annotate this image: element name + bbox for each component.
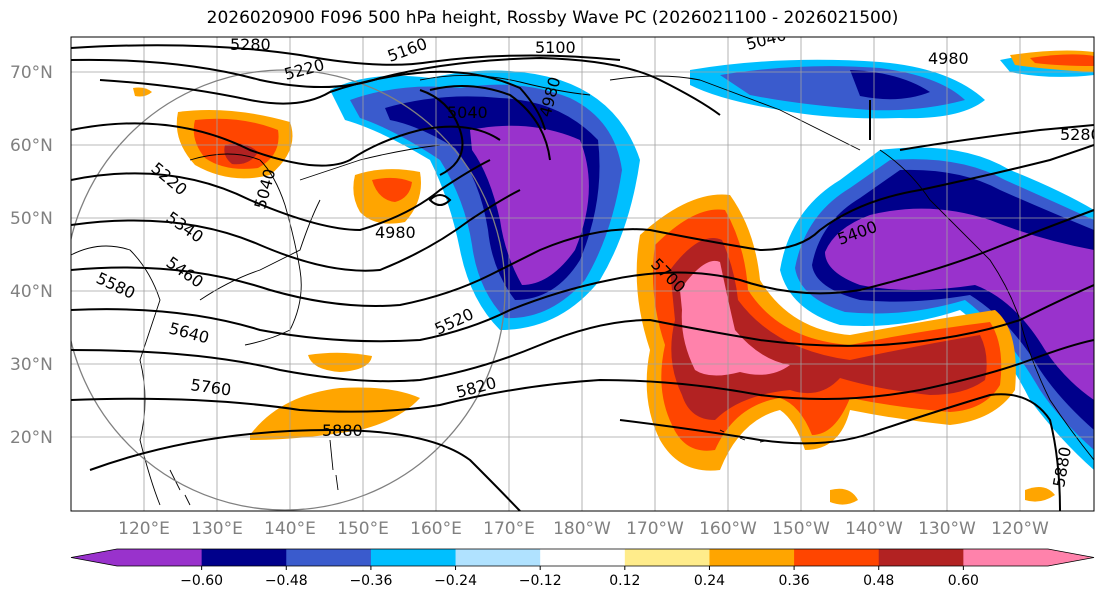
colorbar-swatch xyxy=(794,549,880,566)
lat-label: 20°N xyxy=(10,428,53,448)
lon-label: 120°E xyxy=(118,519,170,539)
coastlines xyxy=(71,75,1094,506)
lon-label: 170°W xyxy=(626,519,684,539)
negative-anomaly-fields xyxy=(330,52,1094,470)
colorbar-tick-label: −0.60 xyxy=(180,573,223,589)
contour-label: 5040 xyxy=(447,103,488,122)
colorbar-tick-label: 0.24 xyxy=(694,573,725,589)
contour-label: 5280 xyxy=(230,35,271,54)
colorbar-swatch xyxy=(455,549,541,566)
colorbar-swatch xyxy=(963,549,1049,566)
colorbar-swatch xyxy=(201,549,287,566)
lat-label: 40°N xyxy=(10,282,53,302)
contour-label: 5880 xyxy=(322,421,363,440)
colorbar-tick-label: 0.60 xyxy=(948,573,979,589)
colorbar-tick-label: −0.48 xyxy=(265,573,308,589)
colorbar-tick-label: 0.48 xyxy=(863,573,894,589)
lon-label: 160°W xyxy=(699,519,757,539)
lon-label: 140°W xyxy=(845,519,903,539)
lon-label: 150°E xyxy=(337,519,389,539)
map-frame xyxy=(70,36,1095,512)
colorbar-swatch xyxy=(370,549,457,566)
lat-label: 60°N xyxy=(10,136,53,156)
map-panel: 5280 5160 5100 5040 4980 5220 5040 4980 … xyxy=(71,35,1101,511)
lon-label: 130°E xyxy=(191,519,243,539)
colorbar-extend-max xyxy=(1048,549,1094,566)
colorbar-swatch xyxy=(624,549,710,566)
colorbar-tick-label: −0.36 xyxy=(349,573,392,589)
colorbar-swatch xyxy=(117,549,203,566)
lon-label: 130°W xyxy=(918,519,976,539)
longitude-labels: 120°E 130°E 140°E 150°E 160°E 170°E 180°… xyxy=(118,519,1049,539)
range-circle xyxy=(71,69,506,511)
height-contours xyxy=(71,44,1094,511)
colorbar: −0.60 −0.48 −0.36 −0.24 −0.12 0.12 0.24 0.36 0.4… xyxy=(70,548,1095,589)
contour-label: 5280 xyxy=(1060,125,1101,144)
colorbar-swatch xyxy=(878,549,964,566)
graticule xyxy=(71,37,1094,511)
lat-label: 50°N xyxy=(10,209,53,229)
colorbar-tick-label: −0.24 xyxy=(434,573,477,589)
colorbar-tick-label: −0.12 xyxy=(519,573,562,589)
colorbar-extend-min xyxy=(71,549,117,566)
map-title: 2026020900 F096 500 hPa height, Rossby W… xyxy=(206,8,899,28)
colorbar-swatch xyxy=(286,549,372,566)
lon-label: 170°E xyxy=(483,519,535,539)
colorbar-swatch xyxy=(540,549,626,566)
contour-label: 4980 xyxy=(375,223,416,242)
lat-label: 30°N xyxy=(10,355,53,375)
contour-label: 5100 xyxy=(535,38,576,57)
latitude-labels: 70°N 60°N 50°N 40°N 30°N 20°N xyxy=(10,63,53,448)
colorbar-outline xyxy=(70,548,1095,567)
lon-label: 180°W xyxy=(553,519,611,539)
colorbar-tick-label: 0.12 xyxy=(609,573,640,589)
lat-label: 70°N xyxy=(10,63,53,83)
lon-label: 120°W xyxy=(991,519,1049,539)
contour-label: 4980 xyxy=(928,49,969,68)
lon-label: 140°E xyxy=(264,519,316,539)
colorbar-swatch xyxy=(709,549,795,566)
lon-label: 150°W xyxy=(772,519,830,539)
lon-label: 160°E xyxy=(410,519,462,539)
colorbar-tick-label: 0.36 xyxy=(779,573,810,589)
